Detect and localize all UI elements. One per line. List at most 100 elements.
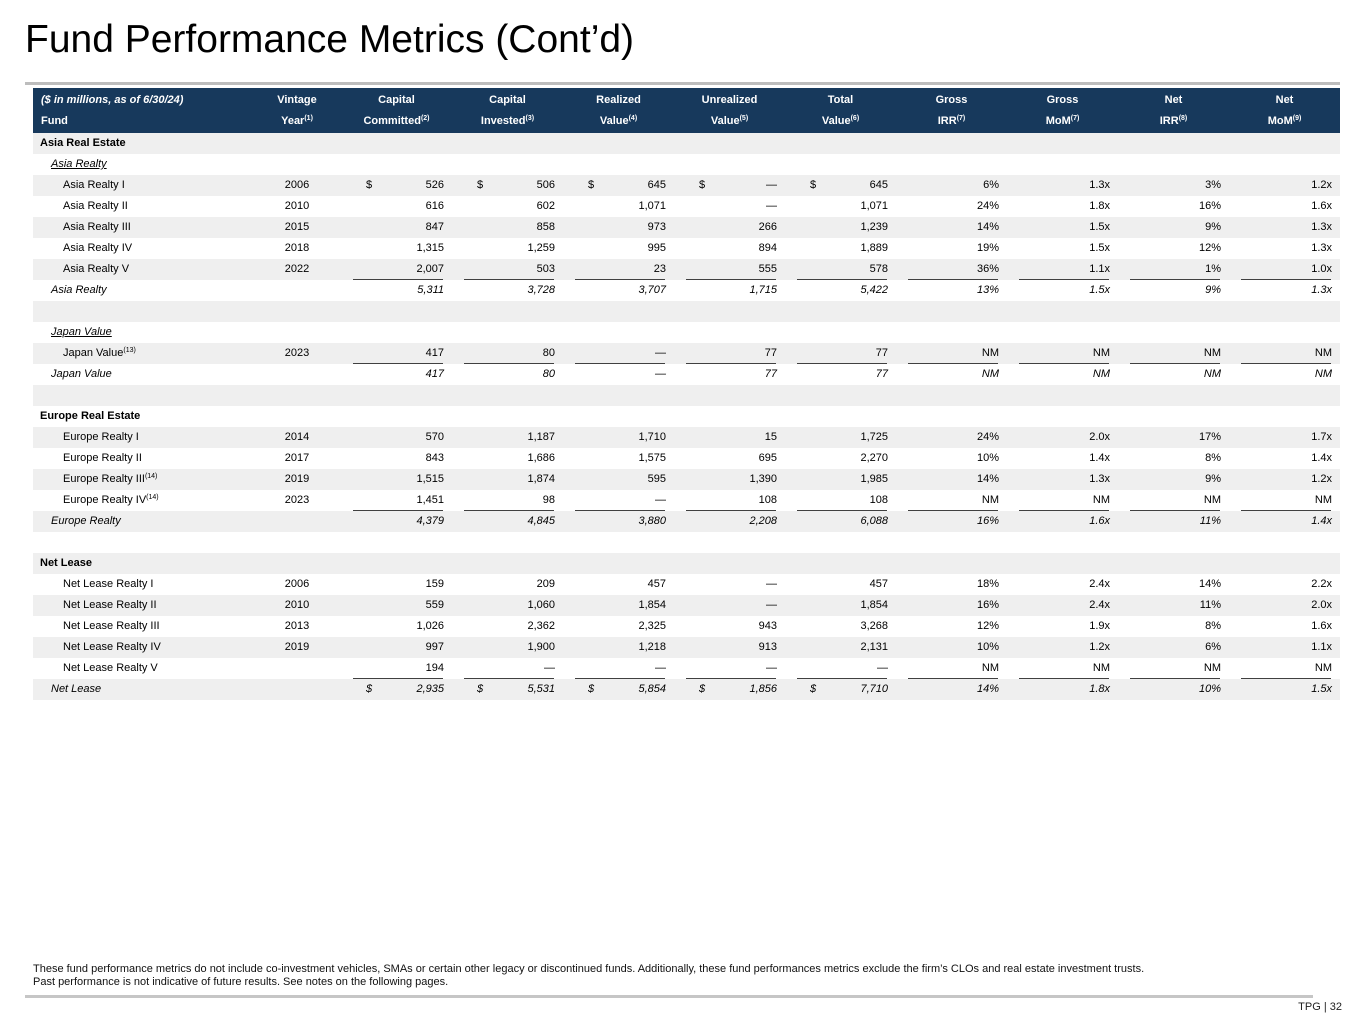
- ratio-cell: 2.2x: [1311, 578, 1332, 590]
- fund-name: Japan Value(13): [33, 343, 253, 364]
- value-cell: 2,131: [785, 637, 896, 658]
- cell-value: 559: [425, 599, 444, 611]
- ratio-cell: 1.4x: [1311, 452, 1332, 464]
- value-cell: 559: [341, 595, 452, 616]
- value-cell: 973: [563, 217, 674, 238]
- cell-value: 1,686: [527, 452, 555, 464]
- value-cell: 77: [785, 364, 896, 385]
- fund-label: Europe Realty: [51, 515, 121, 527]
- ratio-cell: NM: [1007, 490, 1118, 511]
- cell-value: 108: [758, 494, 777, 506]
- table-row: Net Lease Realty IV 2019 997 1,900 1,218 913 2…: [33, 637, 1340, 658]
- fund-label: Asia Realty II: [63, 200, 128, 212]
- footnote-marker: (14): [146, 494, 159, 501]
- fund-group-name: Asia Real Estate: [33, 133, 253, 154]
- value-cell: 1,259: [452, 238, 563, 259]
- dollar-sign: $: [699, 683, 706, 695]
- sum-rule: [1241, 363, 1331, 364]
- footnote-marker: (4): [628, 115, 638, 122]
- value-cell: —: [674, 595, 785, 616]
- value-cell: 209: [452, 574, 563, 595]
- ratio-cell: 1.8x: [1089, 200, 1110, 212]
- cell-value: 695: [758, 452, 777, 464]
- table-row: Asia Realty III 2015 847 858 973 266 1,239 14% 1…: [33, 217, 1340, 238]
- cell-value: 6,088: [860, 515, 888, 527]
- cell-value: 858: [536, 221, 555, 233]
- cell-value: 5,311: [417, 284, 444, 296]
- cell-value: —: [877, 662, 888, 674]
- table-row: Asia Realty V 2022 2,007 503 23 555 578 36% 1.1x…: [33, 259, 1340, 280]
- fund-label: Japan Value: [51, 368, 112, 380]
- ratio-cell: 8%: [1205, 452, 1221, 464]
- fund-label: Net Lease: [51, 683, 102, 695]
- fund-group-name: Europe Real Estate: [33, 406, 253, 427]
- sum-rule: [1241, 510, 1331, 511]
- title-divider: [25, 82, 1340, 85]
- dollar-sign: $: [477, 683, 484, 695]
- value-cell: 2,362: [452, 616, 563, 637]
- table-header-corner: ($ in millions, as of 6/30/24) Fund: [33, 88, 253, 133]
- cell-value: 506: [536, 179, 555, 191]
- header-col-top: Realized: [596, 94, 641, 106]
- ratio-cell: 12%: [1198, 242, 1221, 254]
- footnote-marker: (7): [956, 115, 966, 122]
- table-row: Europe Realty II 2017 843 1,686 1,575 695 2,27…: [33, 448, 1340, 469]
- cell-value: 1,715: [749, 284, 777, 296]
- sum-rule: [797, 510, 887, 511]
- ratio-cell: NM: [1118, 658, 1229, 679]
- cell-value: 3,728: [527, 284, 555, 296]
- ratio-cell: NM: [896, 343, 1007, 364]
- footnote-marker: (5): [739, 115, 749, 122]
- ratio-cell: 19%: [976, 242, 999, 254]
- cell-value: 7,710: [860, 683, 888, 695]
- vintage-year: 2017: [284, 452, 310, 464]
- cell-value: 2,270: [860, 452, 888, 464]
- value-cell: —: [785, 658, 896, 679]
- sum-rule: [575, 363, 665, 364]
- vintage-year: [253, 658, 341, 679]
- cell-value: 5,422: [860, 284, 888, 296]
- fund-label: Europe Realty II: [63, 452, 142, 464]
- value-cell: 417: [341, 343, 452, 364]
- ratio-cell: 1.2x: [1311, 473, 1332, 485]
- header-col-invested: Capital Invested(3): [452, 88, 563, 133]
- cell-value: 570: [425, 431, 444, 443]
- ratio-cell: 2.4x: [1089, 599, 1110, 611]
- vintage-year: 2014: [284, 431, 310, 443]
- cell-value: 2,131: [860, 641, 888, 653]
- header-col-irr: Gross IRR(7): [896, 88, 1007, 133]
- value-cell: 5,311: [341, 280, 452, 301]
- ratio-cell: 1.2x: [1089, 641, 1110, 653]
- value-cell: 6,088: [785, 511, 896, 532]
- cell-value: 3,880: [638, 515, 666, 527]
- value-cell: $5,531: [452, 679, 563, 700]
- value-cell: 15: [674, 427, 785, 448]
- value-cell: 2,270: [785, 448, 896, 469]
- value-cell: 159: [341, 574, 452, 595]
- fund-name: Europe Realty III(14): [33, 469, 253, 490]
- table-body: Asia Real Estate Asia Realty Asia Realty I…: [33, 133, 1340, 700]
- cell-value: 4,379: [416, 515, 444, 527]
- header-col-top: Unrealized: [701, 94, 758, 106]
- header-col-top: Net: [1275, 94, 1294, 106]
- ratio-cell: 2.0x: [1089, 431, 1110, 443]
- vintage-year: 2022: [284, 263, 310, 275]
- ratio-cell: NM: [896, 658, 1007, 679]
- sum-rule: [1019, 363, 1109, 364]
- ratio-cell: 9%: [1205, 221, 1221, 233]
- value-cell: 1,686: [452, 448, 563, 469]
- ratio-cell: 12%: [976, 620, 999, 632]
- fund-name: Net Lease Realty I: [33, 574, 253, 595]
- ratio-cell: 1.0x: [1229, 259, 1340, 280]
- fund-label: Asia Realty IV: [63, 242, 133, 254]
- value-cell: 3,707: [563, 280, 674, 301]
- cell-value: 1,451: [416, 494, 444, 506]
- sum-rule: [908, 363, 998, 364]
- value-cell: 1,985: [785, 469, 896, 490]
- value-cell: —: [674, 196, 785, 217]
- header-col-top: Capital: [489, 94, 526, 106]
- value-cell: 1,390: [674, 469, 785, 490]
- cell-value: 913: [758, 641, 777, 653]
- ratio-cell: NM: [1092, 368, 1110, 380]
- fund-name: Europe Realty IV(14): [33, 490, 253, 511]
